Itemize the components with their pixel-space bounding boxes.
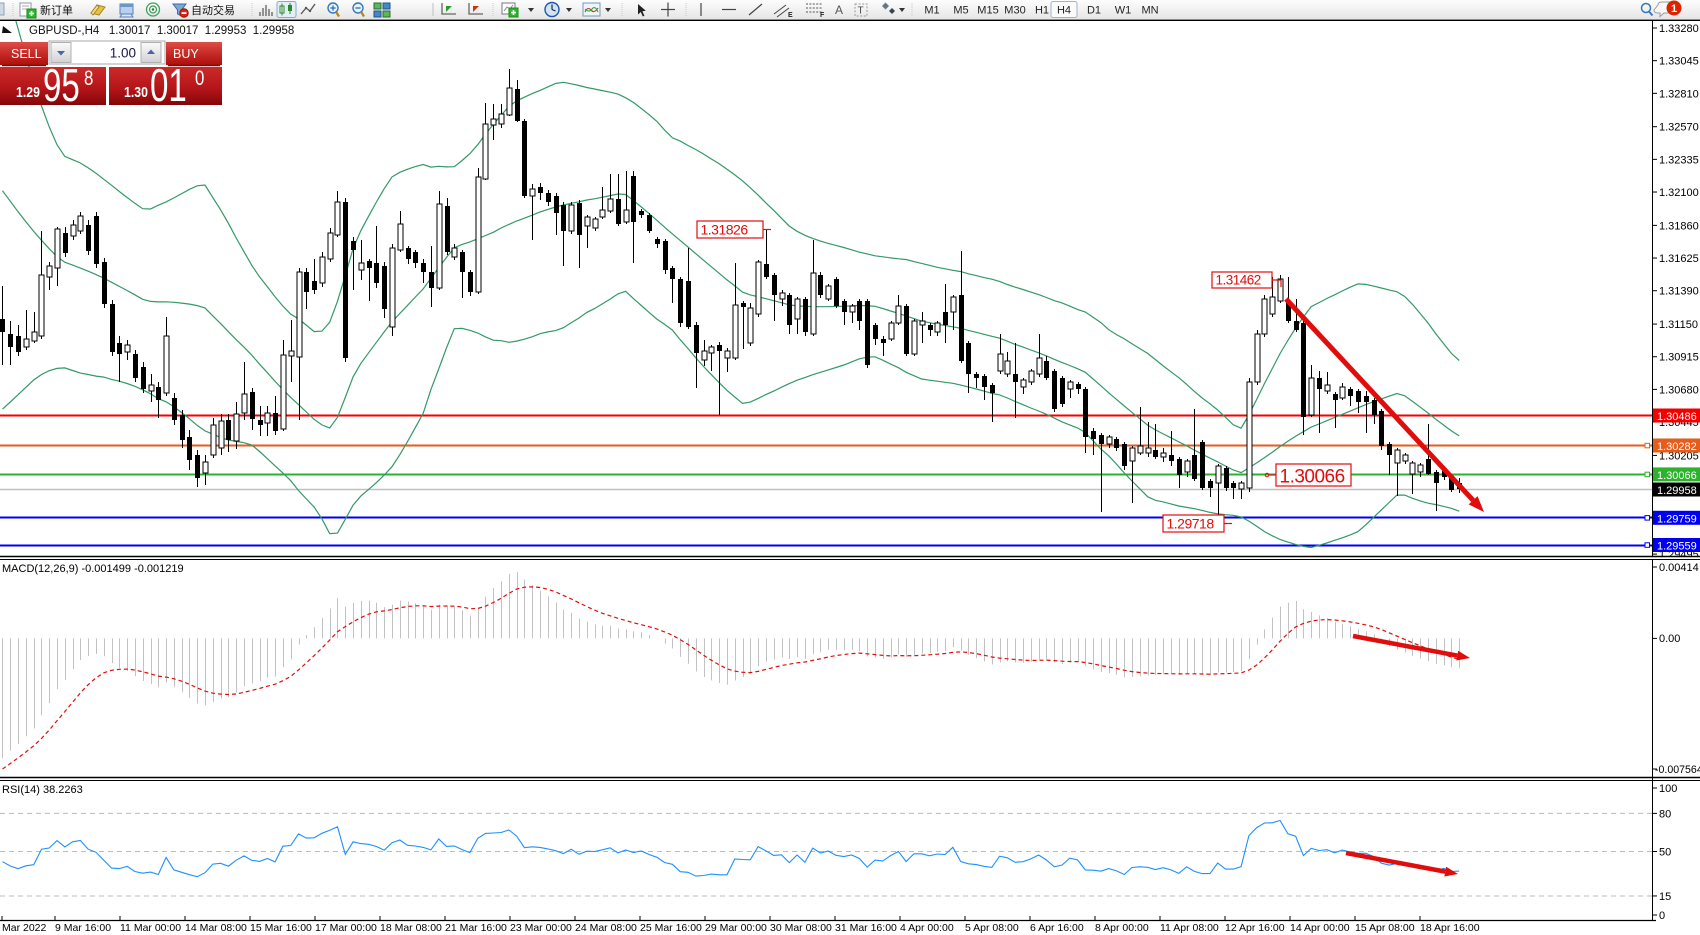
svg-text:9 Mar 16:00: 9 Mar 16:00: [55, 922, 111, 934]
svg-text:H1: H1: [1035, 5, 1049, 17]
svg-text:24 Mar 08:00: 24 Mar 08:00: [575, 922, 637, 934]
svg-text:50: 50: [1659, 847, 1671, 859]
svg-text:M1: M1: [924, 5, 939, 17]
svg-text:1.31625: 1.31625: [1659, 253, 1699, 265]
svg-text:31 Mar 16:00: 31 Mar 16:00: [835, 922, 897, 934]
svg-text:0: 0: [1659, 910, 1665, 922]
svg-text:自动交易: 自动交易: [191, 3, 235, 17]
svg-text:15 Apr 08:00: 15 Apr 08:00: [1355, 922, 1415, 934]
svg-text:1.29559: 1.29559: [1657, 541, 1697, 553]
svg-text:11 Apr 08:00: 11 Apr 08:00: [1160, 922, 1219, 934]
svg-text:1.30680: 1.30680: [1659, 384, 1699, 396]
svg-text:-0.007564: -0.007564: [1655, 764, 1700, 776]
svg-text:1.32810: 1.32810: [1659, 88, 1699, 100]
svg-text:8 Apr 00:00: 8 Apr 00:00: [1095, 922, 1149, 934]
svg-text:GBPUSD-,H4 1.30017 1.30017: GBPUSD-,H4 1.30017 1.30017 1.29953 1.299…: [29, 25, 294, 37]
svg-text:80: 80: [1659, 808, 1671, 820]
svg-text:1: 1: [1671, 3, 1677, 15]
svg-text:15: 15: [1659, 891, 1671, 903]
svg-text:12 Apr 16:00: 12 Apr 16:00: [1225, 922, 1285, 934]
svg-text:95: 95: [43, 61, 80, 111]
svg-text:1.30205: 1.30205: [1659, 450, 1699, 462]
svg-text:14 Apr 00:00: 14 Apr 00:00: [1290, 922, 1350, 934]
svg-text:MN: MN: [1141, 5, 1158, 17]
svg-text:1.29759: 1.29759: [1657, 513, 1697, 525]
svg-text:11 Mar 00:00: 11 Mar 00:00: [120, 922, 181, 934]
svg-text:1.31462: 1.31462: [1216, 273, 1261, 288]
svg-text:1.31390: 1.31390: [1659, 286, 1699, 298]
svg-text:BUY: BUY: [173, 47, 199, 61]
svg-text:18 Apr 16:00: 18 Apr 16:00: [1420, 922, 1480, 934]
svg-text:1.32570: 1.32570: [1659, 122, 1699, 134]
svg-text:1.32100: 1.32100: [1659, 187, 1699, 199]
svg-text:1.32335: 1.32335: [1659, 154, 1699, 166]
svg-text:30 Mar 08:00: 30 Mar 08:00: [770, 922, 832, 934]
svg-text:Mar 2022: Mar 2022: [2, 922, 47, 934]
svg-text:0.00: 0.00: [1659, 633, 1680, 645]
svg-text:RSI(14) 38.2263: RSI(14) 38.2263: [2, 784, 83, 796]
svg-text:SELL: SELL: [11, 47, 42, 61]
svg-text:MACD(12,26,9) -0.001499 -0.001: MACD(12,26,9) -0.001499 -0.001219: [2, 563, 184, 575]
svg-text:100: 100: [1659, 783, 1677, 795]
svg-text:新订单: 新订单: [40, 3, 73, 17]
svg-text:1.29718: 1.29718: [1167, 516, 1215, 532]
svg-text:21 Mar 16:00: 21 Mar 16:00: [445, 922, 507, 934]
svg-text:1.31150: 1.31150: [1659, 319, 1698, 331]
svg-text:1.29: 1.29: [16, 84, 40, 100]
svg-text:0: 0: [195, 67, 204, 90]
svg-text:1.33280: 1.33280: [1659, 23, 1699, 35]
svg-text:6 Apr 16:00: 6 Apr 16:00: [1030, 922, 1084, 934]
svg-text:01: 01: [150, 61, 187, 111]
svg-text:1.33045: 1.33045: [1659, 56, 1699, 68]
svg-text:15 Mar 16:00: 15 Mar 16:00: [250, 922, 312, 934]
svg-text:17 Mar 00:00: 17 Mar 00:00: [315, 922, 377, 934]
svg-text:0.00414: 0.00414: [1659, 562, 1699, 574]
svg-text:5 Apr 08:00: 5 Apr 08:00: [965, 922, 1019, 934]
svg-text:1.30066: 1.30066: [1657, 470, 1697, 482]
svg-text:H4: H4: [1057, 5, 1071, 17]
svg-text:1.00: 1.00: [110, 46, 136, 61]
svg-text:1.30486: 1.30486: [1657, 411, 1697, 423]
svg-text:1.30282: 1.30282: [1657, 441, 1697, 453]
svg-text:1.30066: 1.30066: [1280, 467, 1345, 488]
svg-text:1.30: 1.30: [124, 84, 148, 100]
svg-text:M5: M5: [953, 5, 968, 17]
svg-text:14 Mar 08:00: 14 Mar 08:00: [185, 922, 247, 934]
svg-text:M15: M15: [977, 5, 998, 17]
svg-text:A: A: [835, 3, 843, 17]
svg-text:8: 8: [84, 67, 93, 90]
svg-text:E: E: [788, 12, 793, 19]
svg-text:T: T: [858, 6, 864, 17]
svg-text:1.31826: 1.31826: [701, 222, 749, 238]
svg-text:4 Apr 00:00: 4 Apr 00:00: [900, 922, 954, 934]
svg-text:1.29958: 1.29958: [1657, 485, 1697, 497]
svg-text:W1: W1: [1115, 5, 1132, 17]
svg-text:23 Mar 00:00: 23 Mar 00:00: [510, 922, 572, 934]
svg-text:D1: D1: [1087, 5, 1101, 17]
svg-text:M30: M30: [1004, 5, 1025, 17]
svg-text:25 Mar 16:00: 25 Mar 16:00: [640, 922, 702, 934]
svg-text:18 Mar 08:00: 18 Mar 08:00: [380, 922, 442, 934]
svg-text:29 Mar 00:00: 29 Mar 00:00: [705, 922, 767, 934]
svg-text:1.31860: 1.31860: [1659, 220, 1699, 232]
svg-text:1.30915: 1.30915: [1659, 352, 1699, 364]
svg-text:F: F: [820, 12, 825, 19]
